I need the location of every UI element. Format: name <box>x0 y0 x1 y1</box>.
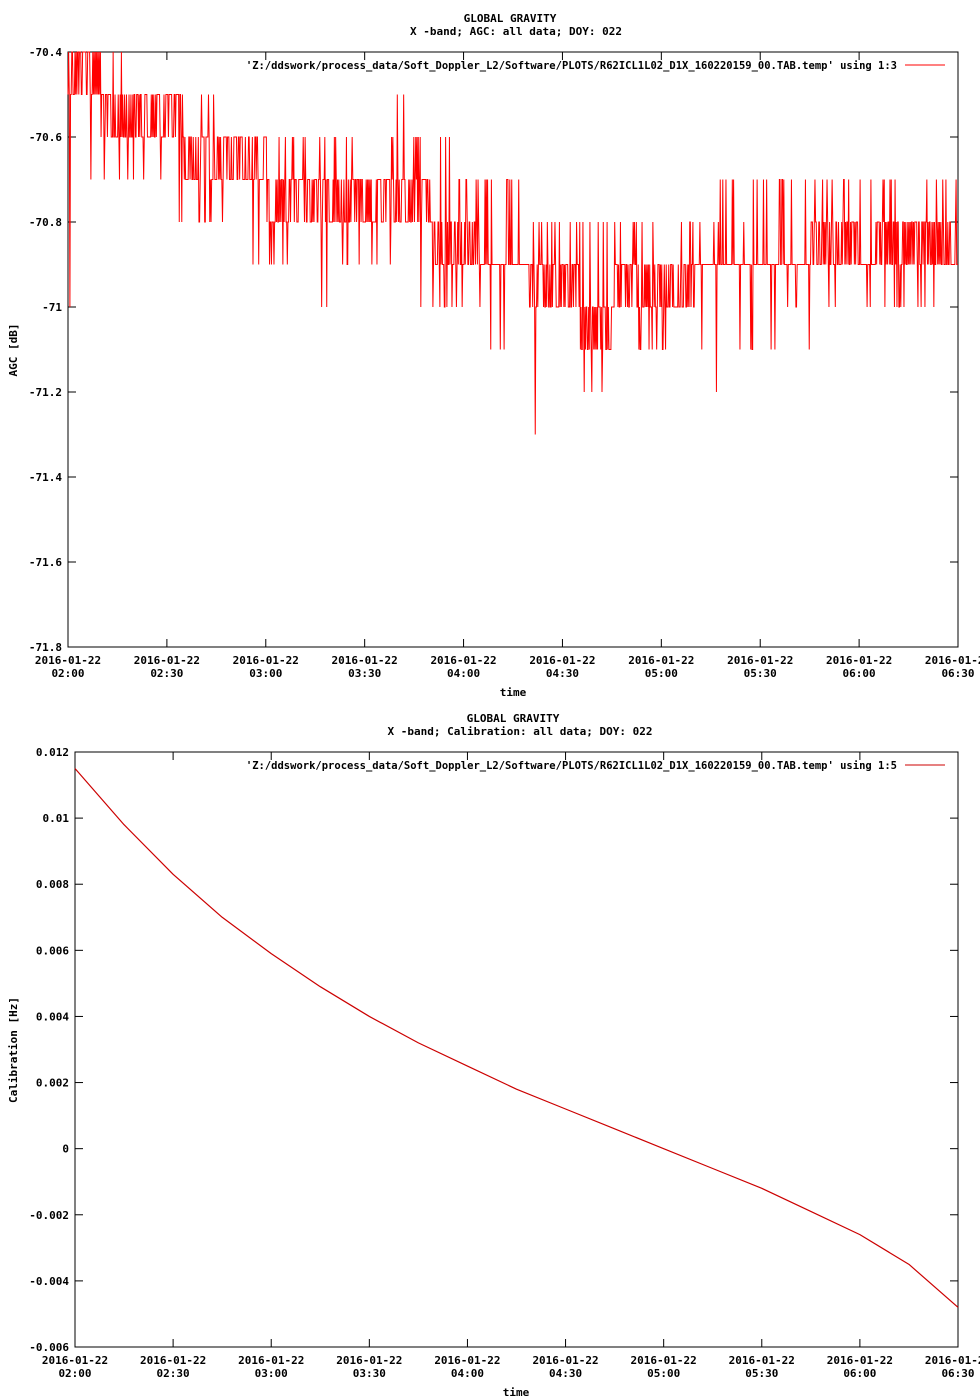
calibration-y-tick-label: -0.006 <box>29 1341 69 1354</box>
calibration-y-tick-label: -0.002 <box>29 1209 69 1222</box>
calibration-x-tick-time: 02:30 <box>157 1367 190 1380</box>
calibration-chart: GLOBAL GRAVITY X -band; Calibration: all… <box>7 712 980 1399</box>
calibration-ticks: 0.012 0.01 0.008 0.006 0.004 0.002 0 -0.002 -0.0… <box>29 746 980 1380</box>
agc-y-tick-label: -71.6 <box>29 556 62 569</box>
calibration-x-tick-time: 04:00 <box>451 1367 484 1380</box>
calibration-x-tick-date: 2016-01-22 <box>925 1354 980 1367</box>
agc-y-tick-label: -71.8 <box>29 641 62 654</box>
agc-x-tick-date: 2016-01-22 <box>332 654 398 667</box>
calibration-series-line <box>74 768 959 1308</box>
agc-x-tick-date: 2016-01-22 <box>826 654 892 667</box>
calibration-x-tick-time: 05:00 <box>647 1367 680 1380</box>
calibration-y-tick-label: 0.012 <box>36 746 69 759</box>
calibration-y-tick-label: 0.002 <box>36 1077 69 1090</box>
agc-x-tick-time: 06:30 <box>941 667 974 680</box>
agc-y-tick-label: -71.4 <box>29 471 62 484</box>
agc-chart-title: GLOBAL GRAVITY <box>464 12 557 25</box>
agc-y-tick-label: -70.6 <box>29 131 62 144</box>
agc-y-tick-label: -70.8 <box>29 216 62 229</box>
calibration-x-tick-time: 04:30 <box>549 1367 582 1380</box>
agc-x-tick-time: 05:00 <box>645 667 678 680</box>
agc-x-tick-date: 2016-01-22 <box>925 654 980 667</box>
calibration-plot-frame <box>74 751 959 1348</box>
calibration-x-tick-time: 05:30 <box>745 1367 778 1380</box>
calibration-x-tick-time: 03:30 <box>353 1367 386 1380</box>
agc-series-line <box>67 51 958 435</box>
calibration-x-tick-time: 02:00 <box>58 1367 91 1380</box>
calibration-x-tick-date: 2016-01-22 <box>827 1354 893 1367</box>
agc-x-tick-date: 2016-01-22 <box>727 654 793 667</box>
calibration-x-axis-label: time <box>503 1386 530 1399</box>
agc-x-tick-time: 06:00 <box>843 667 876 680</box>
agc-chart-subtitle: X -band; AGC: all data; DOY: 022 <box>410 25 622 38</box>
agc-x-tick-time: 03:30 <box>348 667 381 680</box>
calibration-legend-label: 'Z:/ddswork/process_data/Soft_Doppler_L2… <box>246 760 897 772</box>
agc-x-tick-date: 2016-01-22 <box>233 654 299 667</box>
agc-y-axis-label: AGC [dB] <box>7 324 20 377</box>
calibration-x-tick-date: 2016-01-22 <box>238 1354 304 1367</box>
agc-x-tick-time: 02:00 <box>51 667 84 680</box>
agc-legend-label: 'Z:/ddswork/process_data/Soft_Doppler_L2… <box>246 60 897 72</box>
calibration-x-tick-date: 2016-01-22 <box>42 1354 108 1367</box>
agc-x-tick-date: 2016-01-22 <box>134 654 200 667</box>
agc-data-line <box>67 51 958 435</box>
calibration-x-tick-date: 2016-01-22 <box>140 1354 206 1367</box>
agc-y-tick-label: -71.2 <box>29 386 62 399</box>
agc-x-tick-date: 2016-01-22 <box>430 654 496 667</box>
calibration-y-tick-label: 0 <box>62 1143 69 1156</box>
calibration-y-tick-label: 0.006 <box>36 944 69 957</box>
calibration-y-axis-label: Calibration [Hz] <box>7 997 20 1103</box>
agc-x-tick-time: 04:00 <box>447 667 480 680</box>
agc-x-tick-time: 04:30 <box>546 667 579 680</box>
agc-ticks: -70.4-70.6-70.8-71-71.2-71.4-71.6-71.820… <box>29 46 980 680</box>
calibration-y-tick-label: 0.004 <box>36 1010 69 1023</box>
calibration-x-tick-date: 2016-01-22 <box>631 1354 697 1367</box>
calibration-x-tick-date: 2016-01-22 <box>729 1354 795 1367</box>
calibration-x-tick-date: 2016-01-22 <box>434 1354 500 1367</box>
calibration-y-tick-label: 0.01 <box>43 812 70 825</box>
agc-x-tick-date: 2016-01-22 <box>35 654 101 667</box>
agc-x-tick-time: 03:00 <box>249 667 282 680</box>
calibration-x-tick-date: 2016-01-22 <box>336 1354 402 1367</box>
calibration-y-tick-label: -0.004 <box>29 1275 69 1288</box>
calibration-chart-subtitle: X -band; Calibration: all data; DOY: 022 <box>388 725 653 738</box>
agc-y-tick-label: -70.4 <box>29 46 62 59</box>
calibration-chart-title: GLOBAL GRAVITY <box>467 712 560 725</box>
agc-x-axis-label: time <box>500 686 527 699</box>
calibration-y-tick-label: 0.008 <box>36 878 69 891</box>
calibration-x-tick-date: 2016-01-22 <box>532 1354 598 1367</box>
agc-chart: GLOBAL GRAVITY X -band; AGC: all data; D… <box>7 12 980 699</box>
agc-x-tick-time: 05:30 <box>744 667 777 680</box>
agc-x-tick-date: 2016-01-22 <box>529 654 595 667</box>
agc-x-tick-time: 02:30 <box>150 667 183 680</box>
calibration-x-tick-time: 06:30 <box>941 1367 974 1380</box>
calibration-x-tick-time: 06:00 <box>843 1367 876 1380</box>
calibration-data-line <box>74 768 959 1308</box>
agc-y-tick-label: -71 <box>42 301 62 314</box>
agc-plot-frame <box>67 51 959 648</box>
calibration-x-tick-time: 03:00 <box>255 1367 288 1380</box>
agc-x-tick-date: 2016-01-22 <box>628 654 694 667</box>
